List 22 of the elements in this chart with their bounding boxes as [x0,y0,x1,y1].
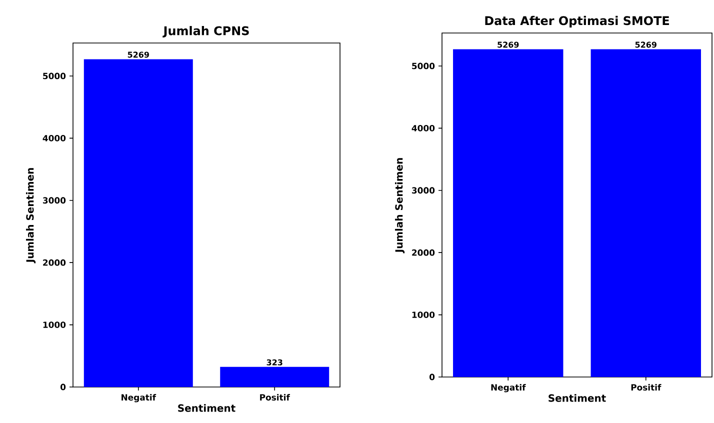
y-tick-label: 1000 [412,312,435,318]
x-tick-label: Negatif [122,394,156,402]
y-tick-label: 2000 [412,249,435,256]
chart-title: Data After Optimasi SMOTE [485,16,669,28]
x-tick-label: Positif [631,384,662,391]
y-axis-title: Jumlah Sentimen [26,168,36,264]
x-axis-title: Sentiment [178,404,236,412]
y-tick-label: 5000 [412,62,435,70]
chart-title: Jumlah CPNS [162,26,249,38]
x-tick-label: Positif [260,394,290,401]
y-tick-label: 4000 [412,124,435,132]
y-tick-label: 4000 [42,134,66,142]
y-tick-label: 3000 [42,197,66,204]
x-axis-title: Sentiment [548,394,606,402]
x-tick-label: Negatif [491,384,526,392]
y-tick-label: 5000 [43,72,66,80]
y-tick-label: 1000 [43,322,66,328]
y-tick-label: 2000 [43,259,66,266]
y-tick-label: 0 [430,374,435,380]
y-tick-label: 0 [60,384,66,390]
y-tick-label: 3000 [412,187,435,194]
y-axis-title: Jumlah Sentimen [395,158,405,254]
